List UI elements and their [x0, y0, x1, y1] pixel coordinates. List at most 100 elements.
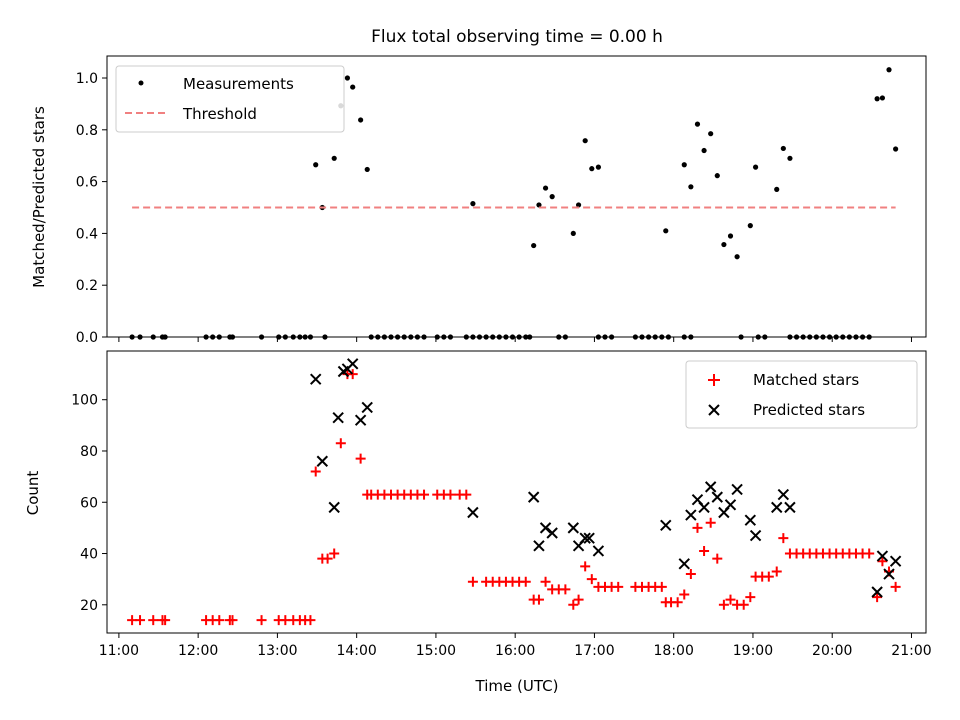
x-tick-label: 18:00 [654, 643, 694, 659]
y-tick-label: 100 [71, 393, 98, 409]
predicted-star-point [777, 488, 790, 501]
predicted-star-point [744, 514, 757, 526]
predicted-star-point [660, 519, 672, 532]
predicted-star-point [316, 455, 329, 467]
predicted-star-point [698, 501, 710, 514]
predicted-star-point [749, 529, 762, 542]
x-tick-label: 11:00 [99, 643, 139, 659]
y-tick-label: 1.0 [76, 71, 98, 87]
top-x-ticks [118, 337, 912, 342]
legend-label-measurements: Measurements [183, 75, 294, 93]
measurement-point [780, 145, 786, 152]
y-tick-label: 0.6 [76, 175, 98, 191]
matched-star-point [613, 581, 624, 592]
top-legend-box [115, 65, 345, 133]
x-tick-label: 20:00 [812, 643, 852, 659]
measurement-point [681, 162, 687, 168]
predicted-star-point [533, 540, 545, 552]
matched-star-point [778, 533, 789, 544]
predicted-star-point [346, 358, 359, 370]
matched-star-point [135, 615, 146, 626]
predicted-star-point [784, 501, 796, 514]
matched-star-point [712, 553, 723, 564]
predicted-star-point [354, 414, 367, 426]
matched-star-point [699, 545, 710, 556]
measurement-point [589, 166, 595, 172]
matched-star-point [540, 576, 551, 587]
legend-label-threshold: Threshold [182, 105, 257, 123]
matched-star-point [738, 599, 749, 610]
measurement-point [688, 184, 694, 190]
legend-marker-predicted [708, 404, 720, 416]
matched-star-point [692, 522, 703, 533]
matched-star-point [877, 556, 888, 567]
matched-star-point [310, 466, 321, 477]
x-tick-label: 17:00 [574, 643, 614, 659]
measurement-point [874, 96, 880, 102]
bottom-y-ticks: 20 40 60 80 100 [71, 393, 107, 614]
bottom-y-axis-label: Count [24, 471, 42, 516]
measurement-point [344, 75, 351, 81]
predicted-star-point [583, 532, 595, 544]
bottom-legend: Matched stars Predicted stars [685, 360, 918, 429]
bottom-x-ticks: 11:00 12:00 13:00 14:00 15:00 16:00 17:00 18:00… [99, 633, 932, 659]
predicted-star-point [567, 522, 580, 534]
chart-title: Flux total observing time = 0.00 h [371, 27, 663, 47]
measurement-point [734, 254, 740, 260]
matched-star-point [256, 615, 267, 626]
matched-star-point [560, 584, 571, 595]
matched-star-point [679, 589, 690, 600]
predicted-star-point [310, 373, 322, 385]
matched-star-point [705, 517, 716, 528]
measurement-point [542, 185, 549, 191]
y-tick-label: 20 [80, 598, 98, 614]
matched-star-point [586, 574, 597, 585]
matched-star-point [214, 615, 225, 626]
matched-star-point [656, 581, 667, 592]
predicted-star-point [711, 491, 723, 503]
top-axes-frame [106, 55, 927, 338]
measurement-point [663, 228, 669, 234]
predicted-star-point [539, 522, 552, 534]
x-tick-label: 12:00 [178, 643, 218, 659]
x-tick-label: 14:00 [336, 643, 376, 659]
panel-counts: 20 40 60 80 100 11:00 12:00 13:00 14:00 15:00 16:… [24, 350, 932, 695]
matched-star-point [864, 548, 875, 559]
measurement-point [350, 84, 356, 90]
predicted-star-point [731, 483, 743, 496]
top-y-axis-label: Matched/Predicted stars [30, 106, 48, 288]
predicted-star-point [678, 558, 690, 570]
matched-star-point [685, 569, 696, 580]
measurement-point [893, 146, 899, 152]
matched-star-point [672, 597, 683, 608]
measurement-point [549, 194, 555, 200]
matched-star-point [573, 594, 584, 605]
matched-star-point [763, 571, 774, 582]
measurement-point [595, 164, 602, 170]
matched-star-point [872, 592, 883, 603]
x-tick-label: 16:00 [495, 643, 535, 659]
measurement-point [708, 131, 714, 137]
y-tick-label: 0.0 [76, 330, 98, 346]
predicted-star-point [592, 545, 605, 557]
measurement-point [358, 117, 364, 123]
matched-star-point [890, 581, 901, 592]
top-legend: Measurements Threshold [115, 65, 345, 133]
predicted-star-point [883, 568, 895, 580]
measurement-point [536, 202, 542, 208]
matched-star-point [322, 553, 333, 564]
bottom-legend-box [685, 360, 918, 429]
panel-ratio: 0.0 0.2 0.4 0.6 0.8 1.0 Matched/Predicted sta… [30, 55, 927, 346]
x-tick-label: 15:00 [416, 643, 456, 659]
measurement-point [727, 233, 734, 239]
y-tick-label: 0.8 [76, 123, 98, 139]
measurement-point [787, 155, 793, 161]
matched-star-point [445, 489, 456, 500]
matched-star-point [580, 561, 591, 572]
top-y-ticks: 0.0 0.2 0.4 0.6 0.8 1.0 [76, 71, 107, 346]
matched-star-point [329, 548, 340, 559]
predicted-star-point [328, 501, 340, 514]
x-tick-label: 13:00 [257, 643, 297, 659]
measurement-point [747, 223, 753, 229]
matched-star-point [335, 438, 346, 449]
